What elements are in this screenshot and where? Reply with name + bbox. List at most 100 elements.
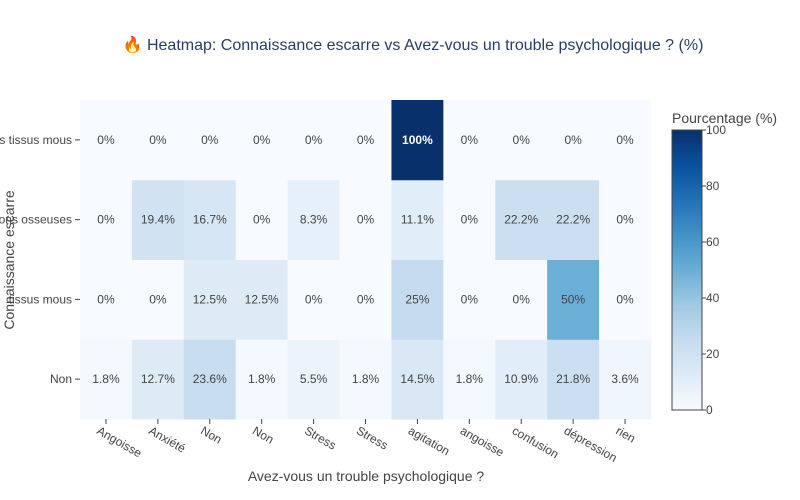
y-tick-label: tissus mous (9, 292, 72, 306)
heatmap-cell (443, 100, 496, 181)
cell-value-label: 0% (357, 292, 375, 306)
colorbar-gradient (671, 129, 703, 411)
heatmap-cell (80, 259, 133, 340)
cell-value-label: 0% (357, 213, 375, 227)
x-tick-label: rien (614, 423, 638, 445)
heatmap-cells (80, 100, 652, 420)
heatmap-cell (495, 259, 548, 340)
heatmap-cell (131, 259, 185, 340)
cell-value-label: 19.4% (141, 213, 175, 227)
heatmap-cell (443, 259, 496, 340)
cell-value-label: 8.3% (300, 213, 328, 227)
cell-value-label: 0% (461, 213, 479, 227)
y-tick-label: Non (50, 372, 72, 386)
colorbar-title: Pourcentage (%) (672, 110, 777, 126)
colorbar-tick-label: 40 (706, 291, 720, 305)
cell-value-label: 0% (305, 292, 323, 306)
heatmap-cell (391, 339, 444, 420)
cell-value-label: 0% (357, 133, 375, 147)
heatmap-cell (287, 100, 341, 181)
colorbar-tick-label: 100 (706, 123, 726, 137)
cell-value-label: 1.8% (92, 372, 120, 386)
x-tick-label: agitation (406, 423, 452, 458)
cell-value-label: 1.8% (352, 372, 380, 386)
colorbar: Pourcentage (%) 0 20 40 60 80 100 (671, 110, 777, 417)
cell-value-label: 0% (461, 133, 479, 147)
chart-title: 🔥 Heatmap: Connaissance escarre vs Avez-… (123, 35, 704, 54)
cell-value-label: 23.6% (193, 372, 227, 386)
heatmap-cell (131, 339, 185, 420)
heatmap-cell (235, 259, 289, 340)
colorbar-tick-label: 80 (706, 179, 720, 193)
cell-value-label: 0% (564, 133, 582, 147)
heatmap-cell (339, 100, 392, 181)
x-tick-label: confusion (510, 423, 561, 461)
heatmap-cell (80, 179, 133, 260)
cell-value-label: 0% (97, 213, 115, 227)
cell-value-label: 0% (513, 133, 531, 147)
heatmap-cell (599, 339, 652, 420)
heatmap-cell (235, 100, 289, 181)
y-axis-ticks: Non tissus mous ions osseuses s tissus mous (0, 133, 80, 386)
heatmap-cell (547, 179, 600, 260)
x-tick-label: dépression (562, 423, 620, 464)
colorbar-tick-label: 0 (706, 403, 713, 417)
heatmap-cell (287, 179, 341, 260)
x-axis-ticks: Angoisse Anxiété Non Non Stress Stress agita… (94, 419, 638, 465)
y-axis-title: Connaissance escarre (1, 190, 17, 330)
x-tick-label: angoisse (458, 423, 507, 459)
colorbar-ticks: 0 20 40 60 80 100 (702, 123, 726, 417)
heatmap-cell (235, 339, 289, 420)
heatmap-cell (391, 259, 444, 340)
cell-value-label: 16.7% (193, 213, 227, 227)
heatmap-cell-labels: 1.8% 12.7% 23.6% 1.8% 5.5% 1.8% 14.5% 1.8% 10.9%… (92, 133, 639, 386)
x-tick-label: Angoisse (94, 423, 144, 460)
heatmap-cell (183, 179, 237, 260)
cell-value-label: 5.5% (300, 372, 328, 386)
heatmap-cell (339, 259, 392, 340)
cell-value-label: 12.7% (141, 372, 175, 386)
cell-value-label: 0% (253, 213, 271, 227)
x-tick-label: Anxiété (146, 423, 188, 455)
heatmap-cell (599, 100, 652, 181)
heatmap-cell (80, 339, 133, 420)
heatmap-cell (235, 179, 289, 260)
cell-value-label: 0% (201, 133, 219, 147)
cell-value-label: 0% (97, 133, 115, 147)
x-tick-label: Stress (354, 423, 390, 452)
heatmap-cell (339, 179, 392, 260)
heatmap-cell (599, 259, 652, 340)
cell-value-label: 12.5% (245, 292, 279, 306)
cell-value-label: 25% (405, 292, 429, 306)
cell-value-label: 11.1% (401, 213, 434, 227)
cell-value-label: 0% (513, 292, 531, 306)
heatmap-cell (495, 100, 548, 181)
cell-value-label: 21.8% (556, 372, 590, 386)
heatmap-cell (80, 100, 133, 181)
cell-value-label: 0% (616, 292, 634, 306)
heatmap-cell (287, 339, 341, 420)
cell-value-label: 1.8% (248, 372, 276, 386)
cell-value-label: 100% (402, 133, 433, 147)
cell-value-label: 0% (461, 292, 479, 306)
heatmap-cell (339, 339, 392, 420)
cell-value-label: 0% (305, 133, 323, 147)
cell-value-label: 1.8% (456, 372, 484, 386)
heatmap-cell (443, 339, 496, 420)
cell-value-label: 3.6% (611, 372, 639, 386)
cell-value-label: 50% (561, 292, 585, 306)
heatmap-cell (183, 339, 237, 420)
heatmap-cell (443, 179, 496, 260)
heatmap-cell (391, 100, 444, 181)
heatmap-cell (391, 179, 444, 260)
heatmap-cell (599, 179, 652, 260)
heatmap-cell (547, 339, 600, 420)
cell-value-label: 12.5% (193, 292, 227, 306)
y-tick-label: ions osseuses (0, 213, 72, 227)
x-tick-label: Stress (302, 423, 338, 452)
cell-value-label: 0% (97, 292, 115, 306)
x-tick-label: Non (250, 423, 276, 446)
cell-value-label: 0% (616, 213, 634, 227)
x-tick-label: Non (198, 423, 224, 446)
colorbar-tick-label: 60 (706, 235, 720, 249)
